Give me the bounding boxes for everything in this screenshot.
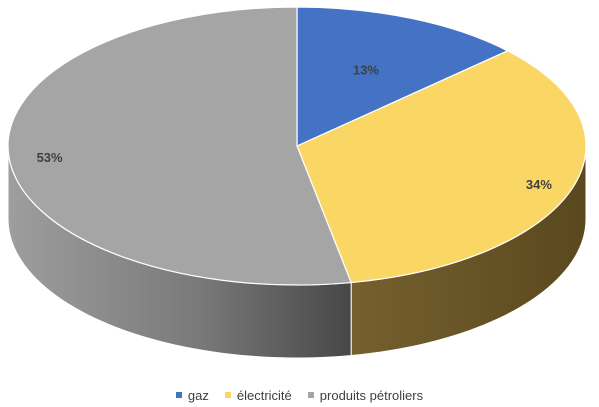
data-label-gaz: 13% bbox=[353, 63, 379, 78]
legend-label-electricite: électricité bbox=[236, 387, 292, 403]
legend: gaz électricité produits pétroliers bbox=[0, 386, 599, 404]
legend-swatch-electricite bbox=[224, 392, 231, 398]
pie-slice-produits-petroliers bbox=[7, 6, 353, 286]
legend-swatch-gaz bbox=[175, 392, 182, 398]
pie-slice-electricite bbox=[296, 50, 587, 284]
legend-label-produits-petroliers: produits pétroliers bbox=[319, 387, 424, 403]
pie-data-labels: 13% 34% 53% bbox=[37, 63, 553, 192]
legend-item-gaz: gaz bbox=[175, 387, 209, 403]
legend-item-electricite: électricité bbox=[224, 387, 292, 403]
pie-slice-gaz bbox=[296, 6, 510, 147]
legend-item-produits-petroliers: produits pétroliers bbox=[307, 387, 424, 403]
legend-label-gaz: gaz bbox=[187, 387, 209, 403]
legend-swatch-produits-petroliers bbox=[307, 392, 314, 398]
data-label-produits-petroliers: 53% bbox=[37, 150, 63, 165]
pie-tops bbox=[7, 6, 587, 286]
data-label-electricite: 34% bbox=[526, 177, 552, 192]
